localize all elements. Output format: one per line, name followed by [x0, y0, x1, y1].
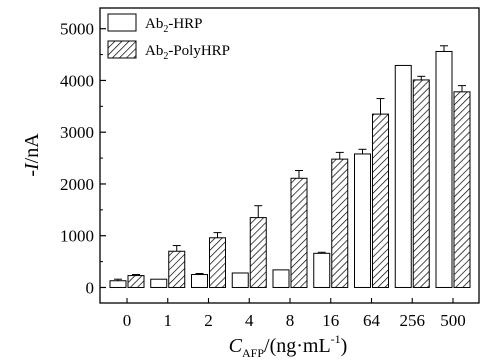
x-tick-label: 0: [123, 311, 132, 330]
bar-ab2-hrp: [191, 274, 208, 288]
y-axis-title: -I/nA: [21, 133, 43, 177]
bar-ab2-polyhrp: [168, 250, 186, 288]
legend-swatch-ab2-polyhrp: [107, 40, 137, 59]
bar-ab2-hrp: [272, 269, 290, 288]
legend-label-ab2-hrp: Ab2-HRP: [145, 16, 203, 35]
x-tick-label: 4: [245, 311, 254, 330]
x-tick-label: 16: [322, 311, 339, 330]
legend-swatch-ab2-hrp: [107, 13, 137, 32]
bar-ab2-polyhrp: [209, 237, 226, 288]
x-tick-label: 1: [164, 311, 173, 330]
bar-ab2-polyhrp: [412, 79, 430, 288]
bar-ab2-polyhrp: [127, 275, 145, 288]
y-tick-label: 1000: [60, 227, 94, 246]
x-tick-label: 2: [204, 311, 213, 330]
y-tick-label: 5000: [60, 20, 94, 39]
plot-frame: [99, 7, 480, 304]
x-tick-label: 500: [440, 311, 466, 330]
bar-ab2-hrp: [109, 280, 127, 288]
x-axis-title: CAFP/(ng·mL-1): [229, 332, 348, 360]
bar-ab2-hrp: [394, 64, 412, 288]
bar-ab2-polyhrp: [249, 217, 267, 288]
y-tick-label: 4000: [60, 71, 94, 90]
y-tick-label: 0: [86, 278, 95, 297]
legend: Ab2-HRP Ab2-PolyHRP: [107, 13, 230, 62]
y-tick-label: 2000: [60, 175, 94, 194]
bar-ab2-hrp: [150, 278, 168, 288]
y-tick-label: 3000: [60, 123, 94, 142]
bar-ab2-hrp: [231, 272, 249, 288]
x-tick-label: 256: [400, 311, 426, 330]
bar-ab2-hrp: [354, 153, 371, 288]
bar-ab2-hrp: [435, 50, 453, 288]
x-tick-label: 8: [286, 311, 295, 330]
bar-ab2-polyhrp: [290, 177, 308, 288]
bar-ab2-hrp: [313, 252, 331, 288]
legend-label-ab2-polyhrp: Ab2-PolyHRP: [145, 43, 230, 62]
bar-ab2-polyhrp: [331, 158, 349, 288]
bar-ab2-polyhrp: [372, 113, 389, 288]
bar-ab2-polyhrp: [453, 91, 471, 288]
x-tick-label: 64: [363, 311, 381, 330]
